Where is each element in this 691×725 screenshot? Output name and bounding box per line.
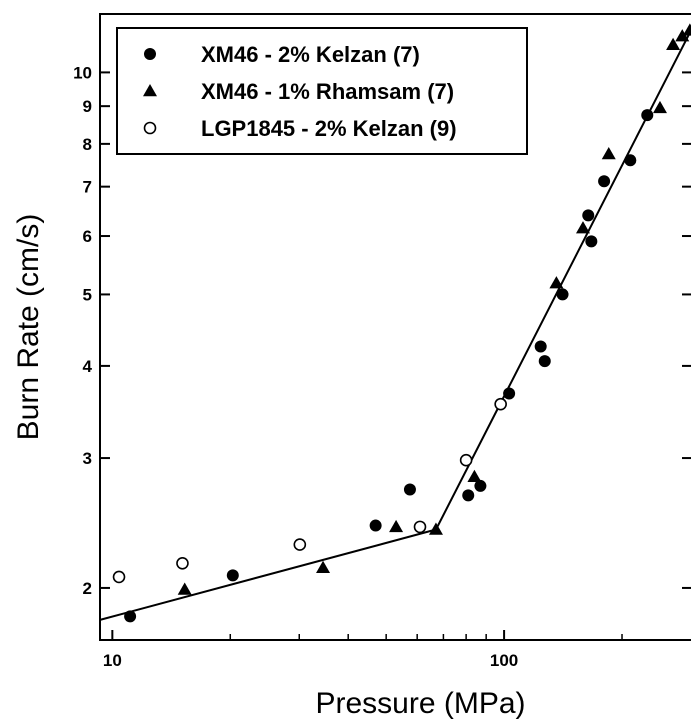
y-tick-label: 5 xyxy=(83,285,92,304)
data-point-series-2 xyxy=(601,147,616,160)
legend-marker-2 xyxy=(143,84,157,97)
data-point-series-1 xyxy=(538,355,551,368)
data-point-series-1 xyxy=(462,489,475,502)
data-point-series-1 xyxy=(403,483,416,496)
y-tick-label: 7 xyxy=(83,178,92,197)
data-point-series-1 xyxy=(585,235,598,248)
data-point-series-2 xyxy=(549,276,564,289)
data-point-series-1 xyxy=(641,109,654,122)
data-point-series-2 xyxy=(666,37,681,51)
axis-ticks: 10 100 2 3 4 5 6 7 8 9 10 xyxy=(73,63,691,670)
data-point-series-1 xyxy=(226,569,239,582)
data-point-series-2 xyxy=(389,519,404,533)
y-tick-label: 8 xyxy=(83,135,92,154)
plot-frame xyxy=(99,13,691,641)
data-point-series-1 xyxy=(582,209,595,222)
data-point-series-1 xyxy=(124,610,137,623)
data-point-series-1 xyxy=(598,175,611,188)
data-points xyxy=(112,23,691,623)
legend-marker-3 xyxy=(143,121,157,135)
legend-label-1: XM46 - 2% Kelzan (7) xyxy=(201,42,420,67)
x-tick-label: 10 xyxy=(103,651,122,670)
legend: XM46 - 2% Kelzan (7) XM46 - 1% Rhamsam (7… xyxy=(116,27,528,155)
data-point-series-1 xyxy=(369,519,382,532)
y-tick-label: 4 xyxy=(83,357,93,376)
data-point-series-3 xyxy=(176,556,189,570)
legend-label-2: XM46 - 1% Rhamsam (7) xyxy=(201,79,454,104)
data-point-series-3 xyxy=(494,397,507,411)
data-point-series-3 xyxy=(459,453,473,467)
data-point-series-1 xyxy=(474,479,487,492)
y-tick-label: 10 xyxy=(73,63,92,82)
data-point-series-3 xyxy=(112,570,126,584)
data-point-series-3 xyxy=(293,538,307,551)
data-point-series-3 xyxy=(413,520,427,534)
data-point-series-2 xyxy=(428,522,443,535)
y-tick-label: 9 xyxy=(83,97,92,116)
data-point-series-2 xyxy=(575,221,590,234)
y-tick-label: 3 xyxy=(83,449,92,468)
data-point-series-2 xyxy=(682,23,691,36)
data-point-series-1 xyxy=(534,340,547,353)
legend-label-3: LGP1845 - 2% Kelzan (9) xyxy=(201,116,457,141)
plot-area xyxy=(99,13,691,641)
data-point-series-2 xyxy=(177,582,192,595)
legend-box xyxy=(116,27,528,155)
data-point-series-2 xyxy=(316,560,331,574)
data-point-series-2 xyxy=(467,469,482,482)
legend-marker-1 xyxy=(144,48,156,60)
y-axis-title: Burn Rate (cm/s) xyxy=(12,214,45,441)
y-tick-label: 2 xyxy=(83,579,92,598)
y-tick-label: 6 xyxy=(83,227,92,246)
data-point-series-2 xyxy=(675,29,690,42)
data-point-series-1 xyxy=(556,288,569,301)
x-axis-title: Pressure (MPa) xyxy=(315,687,525,720)
data-point-series-1 xyxy=(503,387,516,400)
x-tick-label: 100 xyxy=(490,651,518,670)
data-point-series-1 xyxy=(624,154,637,167)
data-point-series-2 xyxy=(652,100,667,114)
